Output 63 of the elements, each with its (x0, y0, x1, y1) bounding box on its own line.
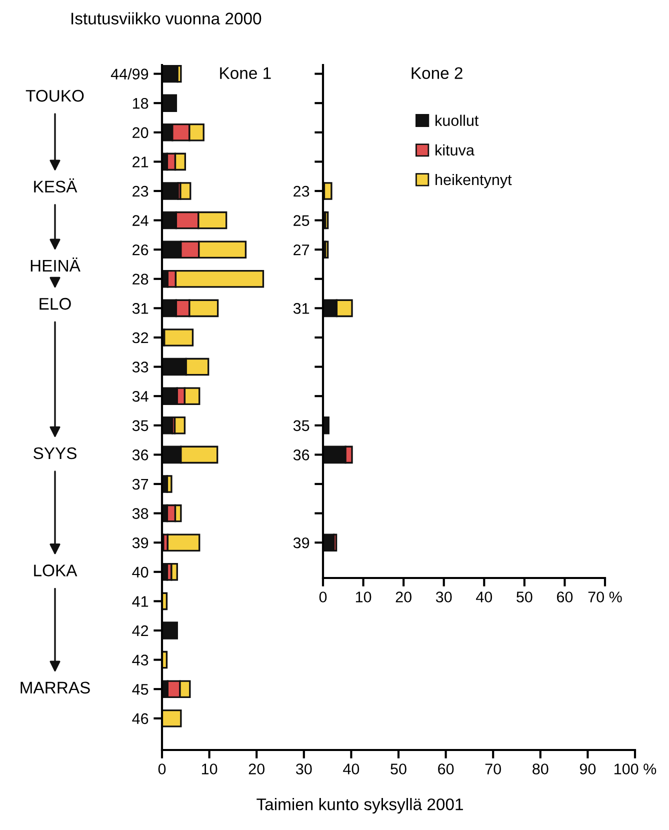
y-tick-label: 28 (132, 274, 148, 285)
x-tick-label: 10 (202, 764, 218, 774)
x-tick-label: 70 (485, 764, 501, 774)
x-tick-label: 30 (296, 764, 312, 774)
x-tick-label: 0 (319, 592, 327, 602)
y-tick-label: 37 (132, 478, 148, 490)
y-tick-label: 46 (132, 713, 148, 724)
x-tick-label: 20 (248, 764, 264, 774)
y-tick-label: 35 (293, 420, 310, 432)
text: KESÄ (34, 178, 78, 193)
y-tick-label: 31 (293, 303, 310, 314)
x-tick-label: 0 (158, 764, 166, 774)
legend-label: heikentynyt (436, 174, 512, 188)
y-tick-label: 38 (132, 508, 148, 519)
y-tick-label: 34 (132, 390, 148, 402)
text: SYYS (34, 447, 76, 460)
y-tick-label: 23 (294, 186, 310, 197)
x-tick-label: 90 (580, 764, 596, 774)
y-tick-label: 39 (132, 537, 148, 548)
y-tick-label: 45 (132, 684, 148, 695)
y-tick-label: 18 (132, 98, 148, 109)
legend-label: kituva (436, 144, 474, 156)
chart-title: Kone 2 (412, 67, 462, 79)
y-tick-label: 44/99 (110, 68, 148, 80)
y-tick-label: 31 (132, 303, 148, 314)
x-axis-title: Taimien kunto syksyllä 2001 (256, 798, 463, 814)
x-tick-label: 80 (532, 764, 548, 774)
y-tick-label: 39 (293, 537, 310, 548)
text: LOKA (34, 564, 78, 576)
x-tick-label: 20 (396, 592, 412, 602)
chart-title: Kone 1 (220, 67, 271, 79)
y-tick-label: 26 (132, 244, 148, 256)
text: HEINÄ (30, 258, 80, 272)
y-tick-label: 41 (132, 596, 148, 607)
x-tick-label: 30 (436, 592, 452, 602)
y-tick-label: 42 (132, 625, 148, 636)
y-tick-label: 35 (132, 420, 148, 432)
x-tick-label: 60 (556, 592, 573, 602)
y-tick-label: 33 (132, 362, 148, 372)
x-tick-label: 70 % (588, 592, 622, 602)
x-tick-label: 50 (390, 764, 406, 774)
y-axis-title: Istutusviikko vuonna 2000 (72, 12, 262, 24)
y-tick-label: 32 (132, 332, 148, 344)
x-tick-label: 10 (356, 592, 372, 602)
x-tick-label: 40 (343, 764, 360, 774)
y-tick-label: 24 (132, 215, 148, 226)
y-tick-label: 36 (293, 450, 310, 460)
x-tick-label: 50 (516, 592, 532, 602)
y-tick-label: 21 (132, 156, 148, 168)
y-tick-label: 43 (132, 654, 148, 666)
y-tick-label: 25 (294, 215, 310, 226)
text: TOUKO (26, 90, 84, 102)
legend-label: kuollut (436, 114, 479, 126)
text: ELO (40, 298, 71, 310)
x-tick-label: 100 % (614, 764, 656, 774)
y-tick-label: 40 (132, 566, 148, 578)
text: MARRAS (20, 682, 90, 694)
y-tick-label: 20 (132, 127, 148, 138)
x-tick-label: 60 (438, 764, 454, 774)
y-tick-label: 36 (132, 450, 148, 460)
y-tick-label: 27 (294, 244, 310, 256)
y-tick-label: 23 (132, 186, 148, 197)
x-tick-label: 40 (476, 592, 492, 602)
